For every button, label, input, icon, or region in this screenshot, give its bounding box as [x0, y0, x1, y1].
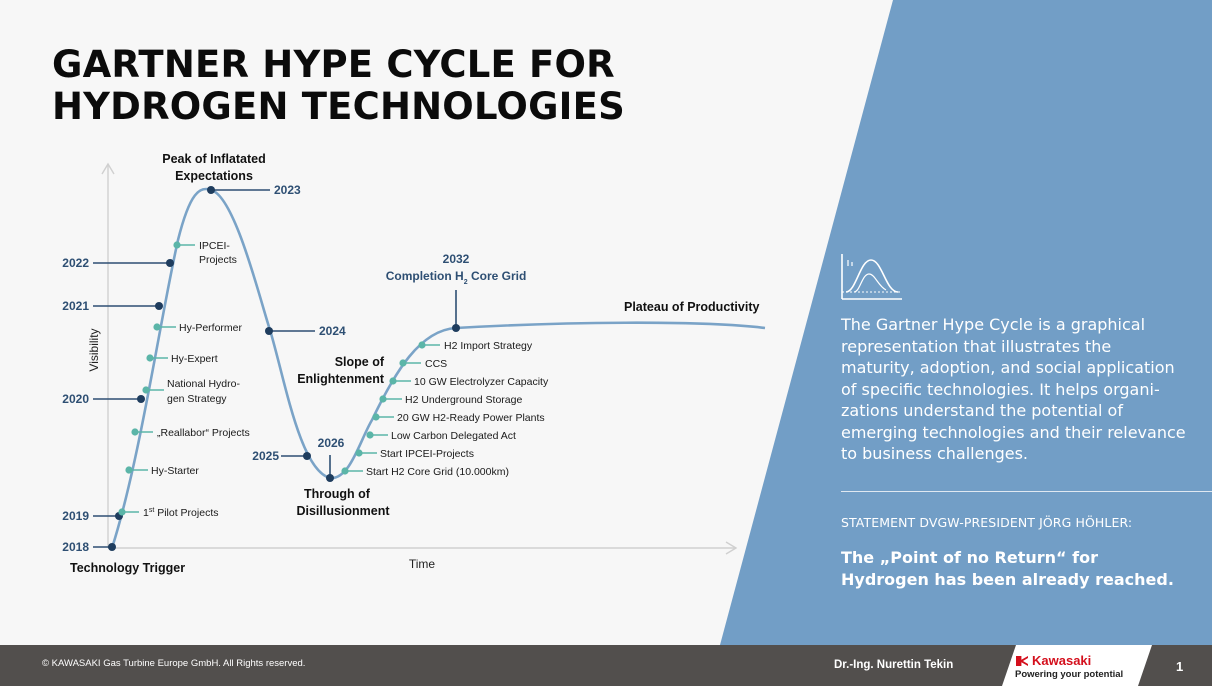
- marker-2024: [265, 327, 273, 335]
- marker-core-grid: [341, 467, 349, 475]
- author-name: Dr.-Ing. Nurettin Tekin: [834, 659, 954, 671]
- marker-2032: [452, 324, 460, 332]
- phase-trough-line2: Disillusionment: [296, 504, 390, 518]
- year-leaders: [93, 189, 457, 548]
- year-label-2025: 2025: [252, 449, 279, 463]
- y-axis-label: Visibility: [87, 328, 101, 371]
- copyright-notice: © KAWASAKI Gas Turbine Europe GmbH. All …: [42, 658, 306, 669]
- marker-national-strategy: [142, 386, 150, 394]
- x-axis-label: Time: [409, 557, 436, 571]
- background: [720, 0, 1212, 645]
- marker-hy-expert: [146, 354, 154, 362]
- marker-reallabor: [131, 428, 139, 436]
- marker-electrolyzer: [389, 377, 397, 385]
- side-panel: [720, 0, 1212, 645]
- marker-start-ipcei: [355, 449, 363, 457]
- milestone-start-ipcei: Start IPCEI-Projects: [380, 448, 474, 460]
- marker-delegated-act: [366, 431, 374, 439]
- marker-2021: [155, 302, 163, 310]
- year-label-2022: 2022: [62, 256, 89, 270]
- marker-underground: [379, 395, 387, 403]
- marker-hy-performer: [153, 323, 161, 331]
- year-label-2023: 2023: [274, 183, 301, 197]
- page-title: GARTNER HYPE CYCLE FOR HYDROGEN TECHNOLO…: [52, 44, 625, 128]
- marker-2025: [303, 452, 311, 460]
- milestone-hy-expert: Hy-Expert: [171, 353, 218, 365]
- milestone-power-plants: 20 GW H2-Ready Power Plants: [397, 412, 545, 424]
- milestone-pilot-projects: 1st Pilot Projects: [143, 507, 219, 519]
- milestone-electrolyzer: 10 GW Electrolyzer Capacity: [414, 376, 549, 388]
- y-axis-arrow: [101, 162, 115, 175]
- marker-2020: [137, 395, 145, 403]
- hype-cycle-description: The Gartner Hype Cycle is a graphical re…: [841, 315, 1186, 463]
- completion-label: Completion H2 Core Grid: [386, 269, 527, 286]
- phase-slope-line2: Enlightenment: [297, 372, 385, 386]
- marker-pilot: [118, 508, 126, 516]
- bell-curve-chart-icon: [841, 254, 902, 300]
- kawasaki-river-mark-icon: [1016, 656, 1028, 666]
- brand-name: Kawasaki: [1032, 653, 1092, 668]
- marker-2018: [108, 543, 116, 551]
- phase-technology-trigger: Technology Trigger: [70, 561, 185, 575]
- marker-power-plants: [372, 413, 380, 421]
- marker-2023: [207, 186, 215, 194]
- milestone-labels: 1st Pilot Projects Hy-Starter „Reallabor…: [143, 240, 549, 519]
- year-labels: 2018 2019 2020 2021 2022 2023 2024 2025 …: [62, 183, 526, 554]
- milestone-national-strategy-line1: National Hydro-: [167, 378, 240, 390]
- brand-slogan: Powering your potential: [1015, 669, 1124, 680]
- milestone-import-strategy: H2 Import Strategy: [444, 340, 533, 352]
- marker-ipcei: [173, 241, 181, 249]
- statement-quote: The „Point of no Return“ for Hydrogen ha…: [841, 548, 1174, 589]
- year-label-2026: 2026: [318, 436, 345, 450]
- milestone-hy-starter: Hy-Starter: [151, 465, 199, 477]
- year-label-2019: 2019: [62, 509, 89, 523]
- page-number: 1: [1176, 659, 1184, 674]
- milestone-start-core-grid: Start H2 Core Grid (10.000km): [366, 466, 509, 478]
- year-label-2032: 2032: [443, 252, 470, 266]
- title-line-1: GARTNER HYPE CYCLE FOR: [52, 43, 615, 86]
- milestone-underground-storage: H2 Underground Storage: [405, 394, 522, 406]
- marker-2022: [166, 259, 174, 267]
- milestone-hy-performer: Hy-Performer: [179, 322, 243, 334]
- milestone-reallabor: „Reallabor“ Projects: [157, 427, 250, 439]
- marker-ccs: [399, 359, 407, 367]
- year-label-2020: 2020: [62, 392, 89, 406]
- axes: [101, 162, 738, 555]
- side-divider: [841, 491, 1212, 492]
- marker-hy-starter: [125, 466, 133, 474]
- phase-peak-line1: Peak of Inflatated: [162, 152, 266, 166]
- milestone-ipcei-line2: Projects: [199, 254, 237, 266]
- milestone-ccs: CCS: [425, 358, 447, 370]
- statement-label: STATEMENT DVGW-PRESIDENT JÖRG HÖHLER:: [841, 515, 1133, 530]
- phase-labels: Technology Trigger Peak of Inflatated Ex…: [70, 152, 759, 575]
- marker-2026: [326, 474, 334, 482]
- phase-slope-line1: Slope of: [335, 355, 385, 369]
- year-label-2024: 2024: [319, 324, 346, 338]
- hype-cycle-diagram: Visibility Time: [62, 152, 766, 575]
- title-line-2: HYDROGEN TECHNOLOGIES: [52, 85, 625, 128]
- kawasaki-logo: Kawasaki: [1016, 653, 1091, 668]
- milestone-ipcei-line1: IPCEI-: [199, 240, 230, 252]
- phase-plateau: Plateau of Productivity: [624, 300, 759, 314]
- x-axis-arrow: [725, 541, 738, 555]
- logo-background: [1002, 645, 1152, 686]
- year-label-2018: 2018: [62, 540, 89, 554]
- milestone-delegated-act: Low Carbon Delegated Act: [391, 430, 516, 442]
- phase-trough-line1: Through of: [304, 487, 371, 501]
- hype-curve: [110, 187, 766, 549]
- marker-import: [418, 341, 426, 349]
- year-markers: [108, 186, 460, 551]
- phase-peak-line2: Expectations: [175, 169, 253, 183]
- year-label-2021: 2021: [62, 299, 89, 313]
- milestone-markers: [118, 241, 426, 516]
- milestone-national-strategy-line2: gen Strategy: [167, 393, 227, 405]
